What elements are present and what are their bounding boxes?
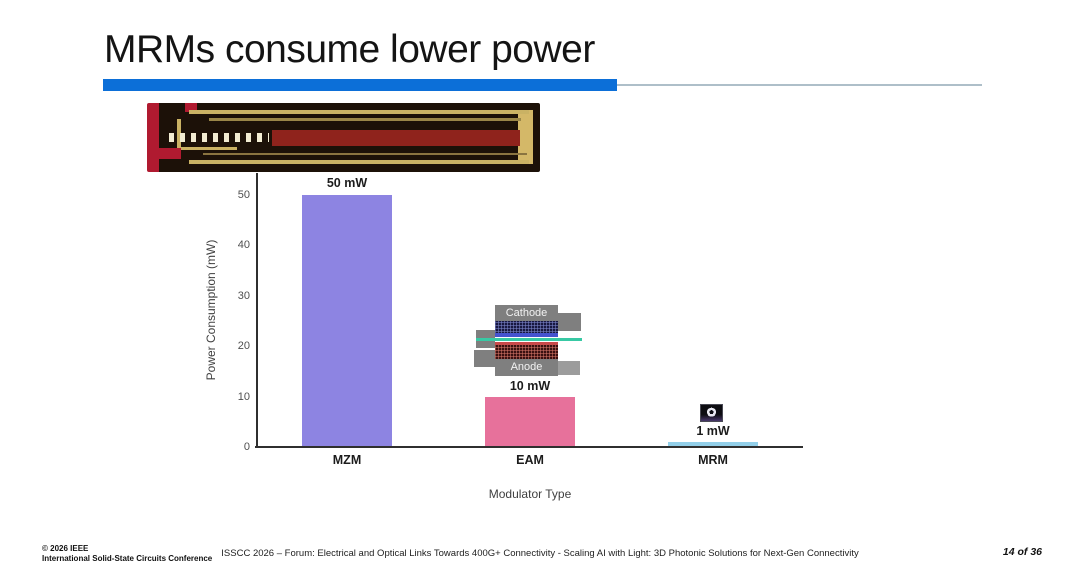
page-number: 14 of 36 [1002, 546, 1042, 558]
eam-contact-tab-right [557, 313, 581, 331]
y-tick-label: 30 [237, 290, 250, 302]
x-axis-title: Modulator Type [488, 487, 572, 501]
eam-waveguide-layer [476, 338, 582, 341]
eam-n-region [495, 321, 558, 335]
eam-p-region [495, 345, 558, 360]
y-tick-label: 40 [237, 239, 250, 251]
eam-contact-tab-bottom-left [474, 350, 495, 367]
category-label-mrm: MRM [698, 453, 728, 467]
category-label-eam: EAM [516, 453, 544, 467]
footer-copyright: © 2026 IEEE International Solid-State Ci… [42, 544, 212, 563]
bar-mrm [668, 441, 758, 447]
mzm-chip-photo [147, 103, 540, 172]
mrm-chip-photo [700, 404, 723, 422]
eam-anode-block: Anode [495, 359, 558, 376]
y-axis-title: Power Consumption (mW) [204, 239, 218, 381]
footer-copyright-line1: © 2026 IEEE [42, 544, 89, 553]
y-tick-label: 0 [243, 441, 250, 453]
bar-mzm [302, 195, 392, 447]
title-underline-accent [103, 79, 617, 91]
footer-copyright-line2: International Solid-State Circuits Confe… [42, 553, 213, 563]
category-label-mzm: MZM [332, 453, 362, 467]
y-tick-label: 10 [237, 391, 250, 403]
y-axis-line [256, 173, 258, 448]
footer-session-title: ISSCC 2026 – Forum: Electrical and Optic… [221, 548, 859, 559]
eam-contact-tab-bottom-right [558, 361, 580, 375]
y-tick-label: 50 [237, 189, 250, 201]
x-axis-line [255, 446, 803, 448]
bar-value-label-mzm: 50 mW [326, 176, 368, 190]
bar-value-label-mrm: 1 mW [696, 424, 730, 438]
bar-eam [485, 396, 575, 447]
eam-cross-section-diagram: Cathode Anode [474, 302, 582, 378]
eam-red-layer [495, 342, 558, 346]
eam-blue-layer [495, 333, 558, 337]
y-tick-label: 20 [237, 340, 250, 352]
eam-cathode-block: Cathode [495, 305, 558, 322]
page-title: MRMs consume lower power [104, 28, 595, 71]
bar-value-label-eam: 10 mW [509, 379, 551, 393]
